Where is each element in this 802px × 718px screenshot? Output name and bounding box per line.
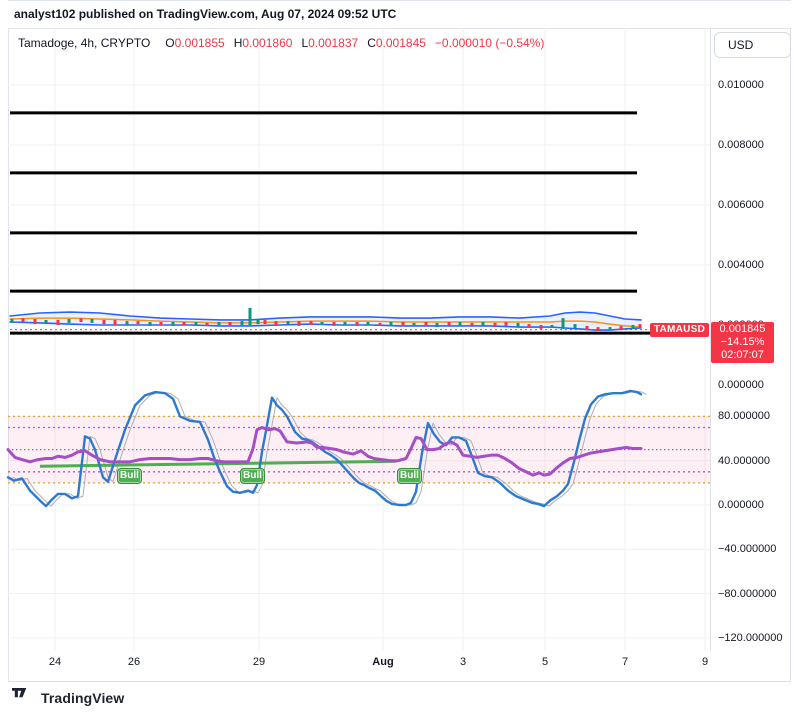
legend-close: C0.001845	[367, 36, 426, 50]
currency-usd-button[interactable]: USD	[714, 32, 791, 58]
price-tick-label: 0.000000	[718, 379, 764, 391]
oscillator-tick-label: −80.000000	[718, 587, 777, 600]
oscillator-tick-label: 40.000000	[718, 454, 770, 467]
legend-change: −0.000010 (−0.54%)	[434, 36, 545, 50]
legend-high: H0.001860	[233, 36, 293, 50]
price-tick-label: 0.006000	[718, 199, 764, 211]
price-tick-label: 0.010000	[718, 79, 764, 91]
chart-widget	[8, 28, 791, 682]
published-line: analyst102 published on TradingView.com,…	[14, 7, 397, 21]
price-tick-label: 0.004000	[718, 259, 764, 271]
oscillator-tick-label: −40.000000	[718, 543, 777, 556]
time-tick-label: 24	[48, 656, 62, 668]
tradingview-logo-text[interactable]: TradingView	[41, 690, 125, 706]
last-price-change-pct: −14.15%	[720, 335, 765, 348]
legend-symbol[interactable]: Tamadoge, 4h, CRYPTO	[18, 36, 151, 50]
oscillator-tick-label: 80.000000	[718, 410, 770, 423]
time-tick-label: 26	[127, 656, 141, 668]
price-tick-label: 0.008000	[718, 139, 764, 151]
time-axis-separator	[8, 0, 791, 1]
last-price-countdown: 02:07:07	[721, 348, 764, 361]
time-tick-label: Aug	[372, 656, 394, 668]
last-price-axis-box: 0.001845 −14.15% 02:07:07	[711, 321, 774, 363]
legend: Tamadoge, 4h, CRYPTO O0.001855 H0.001860…	[18, 36, 544, 50]
bull-marker: Bull	[240, 468, 265, 484]
time-tick-label: 9	[701, 656, 709, 668]
time-tick-label: 5	[541, 656, 549, 668]
footer: TradingView	[12, 688, 124, 708]
bull-marker: Bull	[117, 468, 142, 484]
last-price-value: 0.001845	[719, 322, 766, 335]
time-tick-label: 3	[459, 656, 467, 668]
tradingview-logo-icon[interactable]	[12, 688, 35, 708]
time-tick-label: 29	[252, 656, 266, 668]
series-price-label: TAMAUSD	[650, 322, 709, 337]
legend-open: O0.001855	[165, 36, 225, 50]
time-tick-label: 7	[621, 656, 629, 668]
oscillator-tick-label: 0.000000	[718, 499, 764, 511]
legend-low: L0.001837	[301, 36, 359, 50]
bull-marker: Bull	[397, 468, 422, 484]
price-axis-separator	[710, 28, 711, 651]
oscillator-tick-label: −120.000000	[718, 631, 783, 644]
